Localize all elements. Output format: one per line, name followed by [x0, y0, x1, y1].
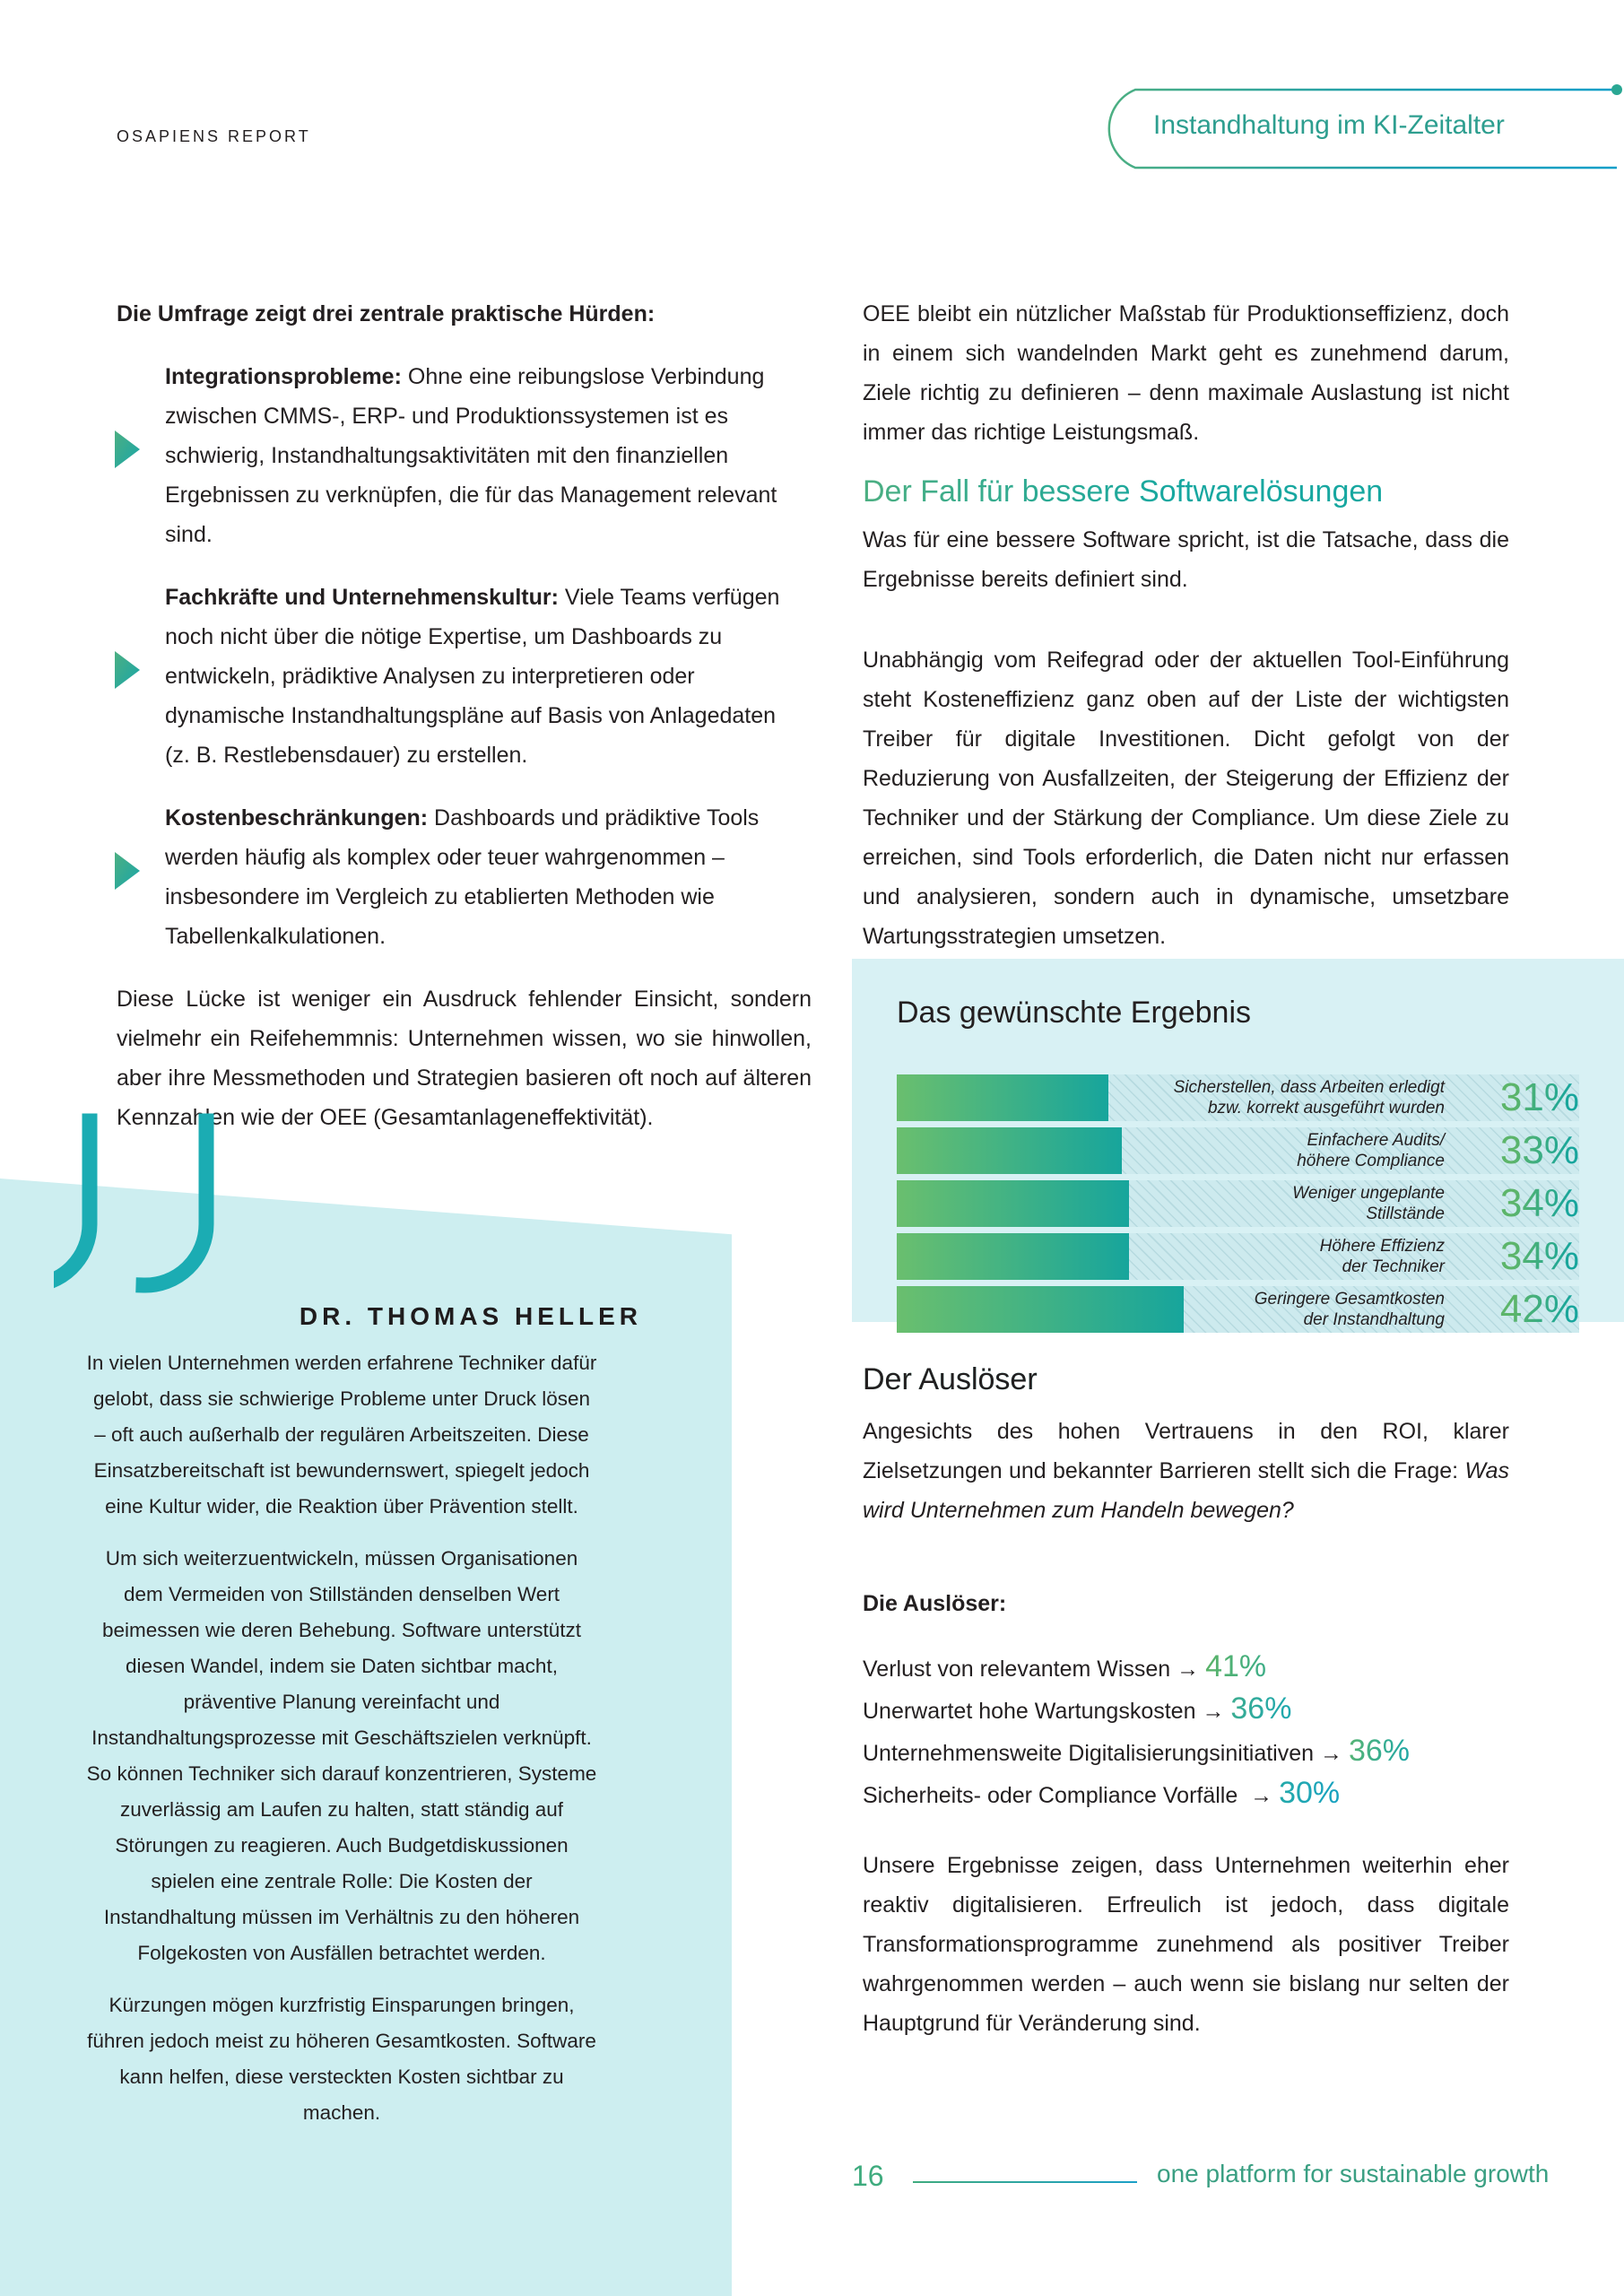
- svg-text:Instandhaltung im KI-Zeitalter: Instandhaltung im KI-Zeitalter: [1153, 110, 1505, 140]
